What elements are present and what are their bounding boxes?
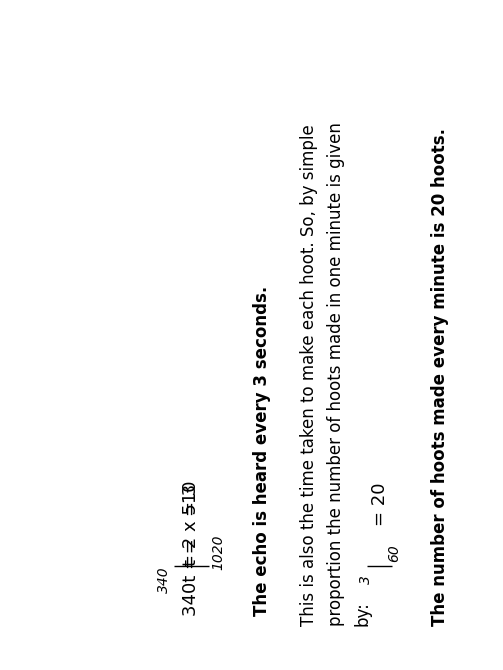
Text: 3: 3 xyxy=(359,575,373,584)
Text: 1020: 1020 xyxy=(212,535,226,570)
Text: This is also the time taken to make each hoot. So, by simple: This is also the time taken to make each… xyxy=(300,125,318,626)
Text: 340: 340 xyxy=(156,566,171,593)
Text: 60: 60 xyxy=(387,544,401,561)
Text: 340t = 2 x 510: 340t = 2 x 510 xyxy=(182,481,200,616)
Text: The echo is heard every 3 seconds.: The echo is heard every 3 seconds. xyxy=(253,286,271,616)
Text: t =: t = xyxy=(182,533,200,566)
Text: proportion the number of hoots made in one minute is given: proportion the number of hoots made in o… xyxy=(327,123,345,626)
Text: = 3: = 3 xyxy=(182,484,200,516)
Text: = 20: = 20 xyxy=(371,482,389,526)
Text: by:: by: xyxy=(354,602,372,626)
Text: The number of hoots made every minute is 20 hoots.: The number of hoots made every minute is… xyxy=(431,129,449,626)
